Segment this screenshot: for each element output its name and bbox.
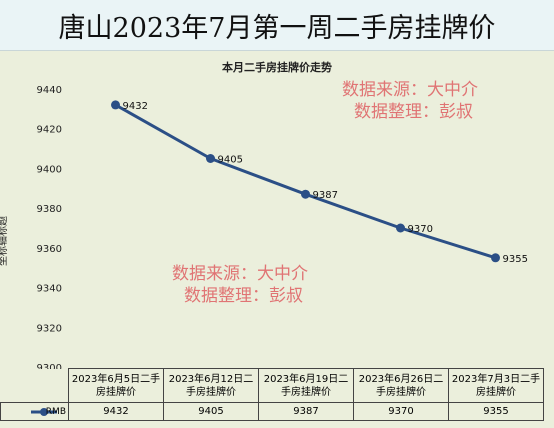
y-tick-label: 9400: [37, 164, 62, 175]
data-point: [301, 189, 310, 199]
chart-area: 本月二手房挂牌价走势 坐标轴标题 93009320934093609380940…: [0, 51, 554, 428]
watermark-top: 数据来源：大中介 数据整理：彭叔: [342, 79, 478, 123]
y-tick-label: 9420: [37, 125, 62, 136]
data-point: [206, 154, 215, 163]
table-value-cell: 9355: [448, 402, 544, 421]
table-corner: [0, 368, 69, 403]
page-title: 唐山2023年7月第一周二手房挂牌价: [58, 12, 496, 44]
data-label: 9432: [123, 101, 148, 112]
legend-cell: RMB: [0, 402, 69, 421]
data-table: 2023年6月5日二手房挂牌价 2023年6月12日二手房挂牌价 2023年6月…: [0, 368, 544, 421]
table-header-cell: 2023年6月26日二手房挂牌价: [353, 368, 449, 403]
data-point: [396, 223, 405, 233]
watermark-line: 数据来源：大中介: [342, 80, 478, 100]
data-label: 9370: [408, 224, 433, 235]
data-label: 9387: [313, 190, 338, 201]
chart-title: 本月二手房挂牌价走势: [222, 61, 332, 74]
data-label: 9355: [503, 254, 528, 265]
watermark-middle: 数据来源：大中介 数据整理：彭叔: [172, 263, 308, 307]
line-chart: 9300932093409360938094009420944094329405…: [37, 85, 528, 374]
y-tick-label: 9320: [37, 323, 62, 334]
table-header-cell: 2023年6月5日二手房挂牌价: [68, 368, 164, 403]
data-point: [111, 100, 120, 110]
table-header-cell: 2023年7月3日二手房挂牌价: [448, 368, 544, 403]
watermark-line: 数据整理：彭叔: [184, 286, 303, 306]
table-value-cell: 9370: [353, 402, 449, 421]
table-value-cell: 9387: [258, 402, 354, 421]
y-tick-label: 9440: [37, 85, 62, 96]
data-point: [491, 253, 500, 263]
legend-line-icon: [31, 408, 57, 416]
watermark-line: 数据来源：大中介: [172, 264, 308, 284]
table-value-cell: 9432: [68, 402, 164, 421]
data-label: 9405: [218, 155, 243, 166]
title-bar: 唐山2023年7月第一周二手房挂牌价: [0, 0, 554, 51]
legend-series-name: RMB: [45, 406, 66, 417]
series-line: [114, 103, 496, 260]
table-header-cell: 2023年6月12日二手房挂牌价: [163, 368, 259, 403]
watermark-line: 数据整理：彭叔: [354, 102, 473, 122]
y-tick-label: 9360: [37, 244, 62, 255]
y-tick-label: 9340: [37, 284, 62, 295]
table-value-cell: 9405: [163, 402, 259, 421]
table-header-cell: 2023年6月19日二手房挂牌价: [258, 368, 354, 403]
y-tick-label: 9380: [37, 204, 62, 215]
